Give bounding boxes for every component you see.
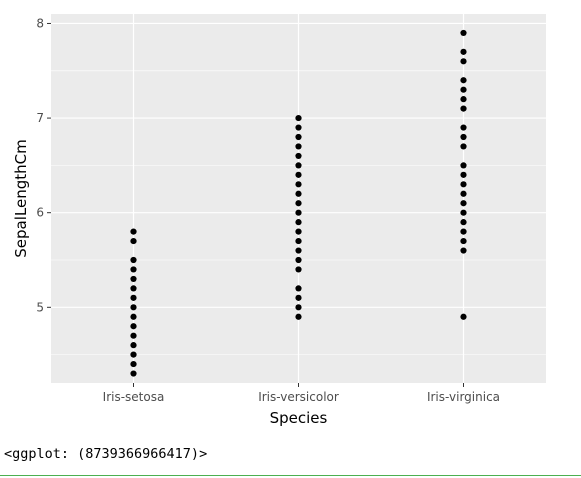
data-point — [460, 77, 467, 84]
cell-divider — [0, 475, 581, 476]
y-tick-label: 8 — [36, 16, 44, 30]
data-point — [130, 266, 137, 273]
data-point — [295, 143, 302, 150]
data-point — [295, 190, 302, 197]
data-point — [130, 360, 137, 368]
data-point — [130, 294, 137, 301]
data-point — [130, 285, 137, 292]
data-point — [460, 181, 467, 188]
data-point — [460, 209, 467, 216]
data-point — [295, 266, 302, 273]
data-points — [130, 29, 467, 377]
data-point — [130, 370, 137, 377]
data-point — [130, 228, 137, 235]
data-point — [130, 304, 137, 311]
data-point — [295, 133, 302, 141]
data-point — [130, 256, 137, 264]
data-point — [460, 133, 467, 141]
data-point — [295, 313, 302, 320]
data-point — [295, 171, 302, 178]
x-axis: Iris-setosa Iris-versicolor Iris-virginica — [103, 383, 500, 404]
y-axis-title: SepalLengthCm — [12, 139, 30, 257]
data-point — [460, 219, 467, 226]
data-point — [295, 304, 302, 311]
data-point — [460, 228, 467, 235]
y-tick-label: 7 — [36, 111, 44, 125]
data-point — [295, 181, 302, 188]
y-axis: 5 6 7 8 — [36, 16, 51, 314]
data-point — [295, 200, 302, 207]
data-point — [295, 152, 302, 160]
data-point — [130, 275, 137, 283]
data-point — [130, 342, 137, 349]
data-point — [295, 162, 302, 169]
data-point — [460, 48, 467, 55]
data-point — [460, 171, 467, 178]
data-point — [130, 323, 137, 330]
data-point — [460, 313, 467, 320]
x-tick-label: Iris-setosa — [103, 390, 165, 404]
data-point — [460, 237, 467, 245]
data-point — [295, 114, 302, 122]
data-point — [295, 294, 302, 301]
data-point — [460, 143, 467, 150]
data-point — [130, 332, 137, 339]
data-point — [295, 247, 302, 254]
scatter-chart: 5 6 7 8 Iris-setosa Iris-versicolor Iris-virg… — [12, 14, 546, 427]
data-point — [460, 124, 467, 131]
data-point — [460, 200, 467, 207]
data-point — [295, 256, 302, 264]
ggplot-repr-output: <ggplot: (8739366966417)> — [4, 446, 208, 462]
data-point — [130, 313, 137, 320]
data-point — [460, 96, 467, 103]
data-point — [295, 285, 302, 292]
data-point — [460, 86, 467, 93]
data-point — [460, 190, 467, 197]
data-point — [295, 209, 302, 216]
x-tick-label: Iris-versicolor — [258, 390, 339, 404]
x-tick-label: Iris-virginica — [427, 390, 500, 404]
data-point — [460, 247, 467, 254]
data-point — [130, 351, 137, 358]
data-point — [130, 237, 137, 245]
data-point — [295, 124, 302, 131]
data-point — [460, 105, 467, 112]
y-tick-label: 5 — [36, 300, 44, 314]
data-point — [460, 29, 467, 37]
data-point — [460, 58, 467, 65]
x-axis-title: Species — [270, 409, 328, 427]
data-point — [460, 162, 467, 169]
y-tick-label: 6 — [36, 206, 44, 220]
data-point — [295, 228, 302, 235]
data-point — [295, 237, 302, 245]
data-point — [295, 219, 302, 226]
